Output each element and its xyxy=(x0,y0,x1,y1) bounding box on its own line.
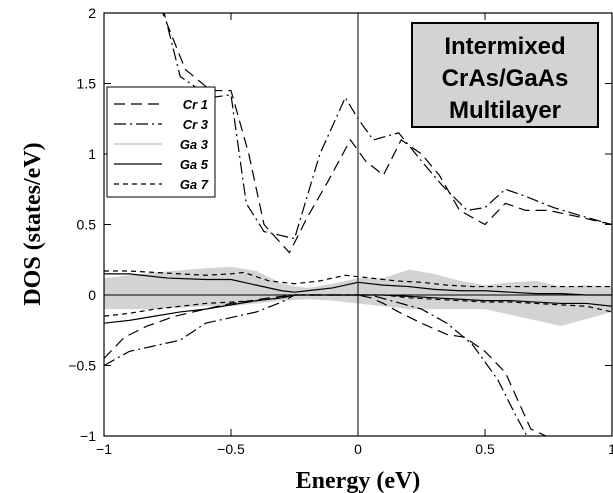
legend-label: Ga 7 xyxy=(180,177,209,192)
x-tick-label: −1 xyxy=(96,441,112,457)
y-axis-label: DOS (states/eV) xyxy=(20,142,46,305)
annotation-box: Intermixed CrAs/GaAs Multilayer xyxy=(411,22,599,128)
series-ga-7 xyxy=(104,270,612,288)
x-tick-label: 1 xyxy=(608,441,613,457)
y-tick-label: −0.5 xyxy=(68,358,96,374)
annotation-line-1: Intermixed xyxy=(444,33,565,60)
x-tick-label: 0.5 xyxy=(475,441,495,457)
x-tick-label: 0 xyxy=(354,441,362,457)
legend-label: Ga 5 xyxy=(180,157,209,172)
y-tick-label: 1 xyxy=(88,146,96,162)
series-cr-1-up xyxy=(162,13,612,254)
axis-ticks: −1 −0.5 0 0.5 1 −1 −0.5 0 0.5 1 1.5 2 xyxy=(68,5,613,457)
legend-label: Ga 3 xyxy=(180,137,209,152)
legend-label: Cr 1 xyxy=(183,97,208,112)
series-cr-1 xyxy=(104,294,548,436)
y-tick-label: −1 xyxy=(80,428,96,444)
annotation-background xyxy=(411,22,599,128)
legend-box xyxy=(106,86,216,198)
legend: Cr 1 Cr 3 Ga 3 Ga 5 Ga 7 xyxy=(106,86,216,198)
x-axis-label: Energy (eV) xyxy=(296,468,421,493)
annotation-line-3: Multilayer xyxy=(449,97,561,124)
annotation-line-2: CrAs/GaAs xyxy=(442,65,569,92)
y-tick-label: 2 xyxy=(88,5,96,21)
y-tick-label: 0 xyxy=(88,287,96,303)
y-tick-label: 1.5 xyxy=(77,76,97,92)
x-tick-label: −0.5 xyxy=(217,441,245,457)
legend-label: Cr 3 xyxy=(183,117,209,132)
series-cr-3 xyxy=(104,294,528,436)
y-tick-label: 0.5 xyxy=(77,217,97,233)
